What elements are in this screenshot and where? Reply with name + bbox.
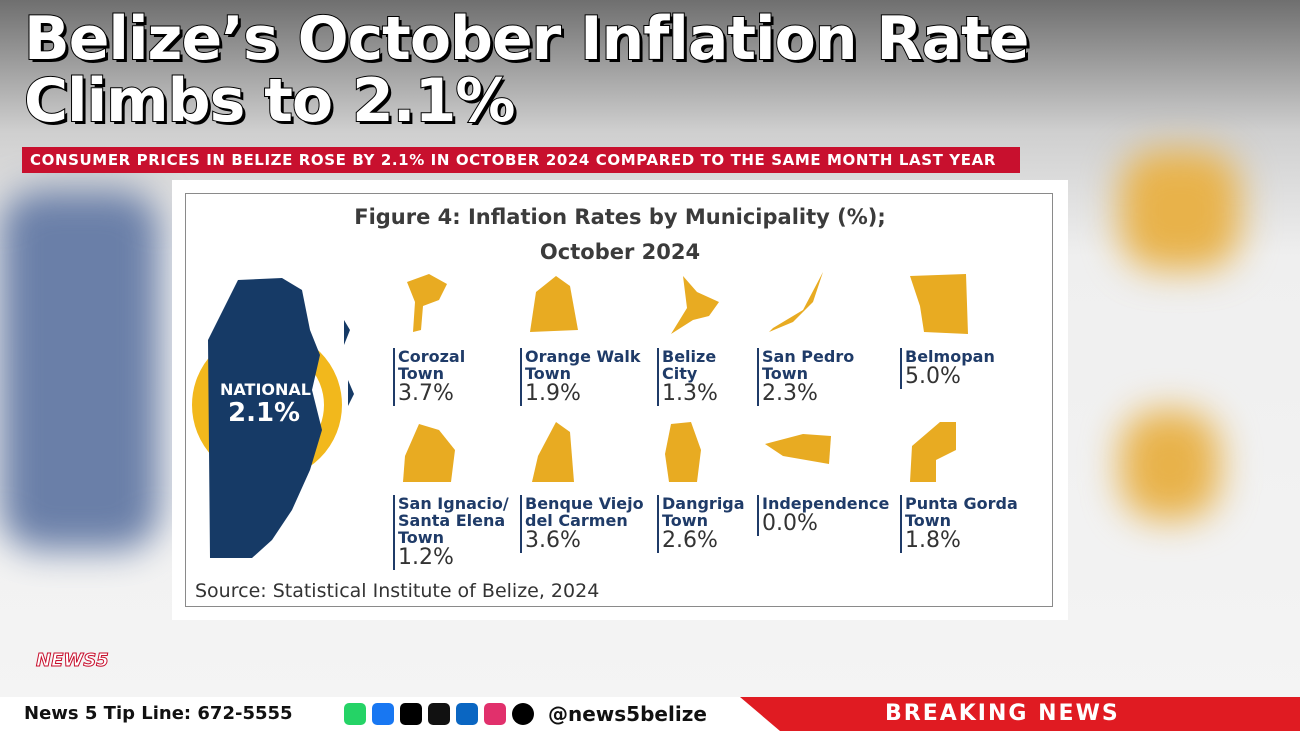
municipality-name: Town (398, 528, 444, 547)
municipality-name: Town (398, 364, 444, 383)
municipality-value: 2.6% (662, 528, 718, 553)
tiktok-icon[interactable] (428, 703, 450, 725)
figure-frame (185, 193, 1053, 607)
municipality-shape (665, 422, 701, 482)
municipality-name: Santa Elena (398, 511, 506, 530)
municipality: San Ignacio/Santa Elena Town 1.2% (393, 495, 509, 570)
municipality-name: Town (762, 364, 808, 383)
blurred-bg (1120, 410, 1220, 520)
cayes (344, 320, 354, 406)
breaking-banner (740, 697, 1300, 731)
figure-panel (172, 180, 1068, 620)
municipality: Benque Viejo del Carmen 3.6% (520, 495, 644, 553)
municipality-value: 1.9% (525, 381, 581, 406)
x-icon[interactable] (400, 703, 422, 725)
municipality-shape (532, 422, 574, 482)
belize-map (208, 278, 322, 558)
municipality-name: Independence (762, 494, 890, 513)
municipality-name: Orange Walk (525, 347, 641, 366)
figure-title: Figure 4: Inflation Rates by Municipalit… (354, 205, 886, 229)
municipality-value: 1.2% (398, 545, 454, 570)
figure-graphics (192, 272, 968, 558)
municipality-value: 1.8% (905, 528, 961, 553)
instagram-icon[interactable] (484, 703, 506, 725)
municipality-shape (403, 424, 455, 482)
municipality-name: Town (905, 511, 951, 530)
municipality: Punta Gorda Town 1.8% (900, 495, 1018, 553)
municipality-shape (671, 276, 719, 334)
municipality-name: San Ignacio/ (398, 494, 509, 513)
municipality: Corozal Town 3.7% (393, 348, 465, 406)
municipality-name: Town (662, 511, 708, 530)
banner-shape (740, 697, 1300, 731)
municipality: Belize City 1.3% (657, 348, 718, 406)
social-handle: @news5belize (548, 702, 707, 726)
municipality-name: del Carmen (525, 511, 628, 530)
municipality: Orange Walk Town 1.9% (520, 348, 641, 406)
municipality-name: Belmopan (905, 347, 995, 366)
municipality-name: Town (525, 364, 571, 383)
municipality-value: 3.7% (398, 381, 454, 406)
breaking-label: BREAKING NEWS (885, 701, 1120, 726)
subtitle-bar: CONSUMER PRICES IN BELIZE ROSE BY 2.1% I… (22, 147, 1020, 173)
municipality: Belmopan 5.0% (900, 348, 995, 389)
municipality-shape (769, 272, 823, 332)
national-label: NATIONAL (220, 380, 311, 399)
municipality-name: Benque Viejo (525, 494, 644, 513)
headline-line: Belize’s October Inflation Rate (23, 4, 1030, 74)
linkedin-icon[interactable] (456, 703, 478, 725)
municipality-value: 0.0% (762, 511, 818, 536)
municipality: Independence 0.0% (757, 495, 889, 536)
municipality-name: San Pedro (762, 347, 855, 366)
figure-title: October 2024 (539, 240, 701, 264)
municipality-shape (530, 276, 578, 332)
municipality-name: Punta Gorda (905, 494, 1018, 513)
tip-line: News 5 Tip Line: 672-5555 (24, 703, 293, 724)
municipality-shape (910, 422, 956, 482)
municipality-value: 1.3% (662, 381, 718, 406)
threads-icon[interactable] (512, 703, 534, 725)
municipality-name: City (662, 364, 698, 383)
headline-line: Climbs to 2.1% (23, 66, 516, 136)
source: Source: Statistical Institute of Belize,… (195, 580, 600, 602)
municipality-name: Belize (662, 347, 717, 366)
headline: Belize’s October Inflation Rate Climbs t… (23, 4, 1030, 136)
municipality: San Pedro Town 2.3% (757, 348, 854, 406)
municipality-name: Corozal (398, 347, 466, 366)
whatsapp-icon[interactable] (344, 703, 366, 725)
municipality-shape (765, 434, 831, 464)
facebook-icon[interactable] (372, 703, 394, 725)
municipality-shape (910, 274, 968, 334)
municipality-value: 5.0% (905, 364, 961, 389)
municipality-value: 2.3% (762, 381, 818, 406)
municipality-name: Dangriga (662, 494, 745, 513)
logo: NEWS5 (36, 650, 110, 672)
municipality-shape (407, 274, 447, 332)
national-value: 2.1% (228, 398, 301, 428)
blurred-bg (0, 190, 160, 550)
blurred-bg (1120, 150, 1240, 270)
municipality-value: 3.6% (525, 528, 581, 553)
municipality: Dangriga Town 2.6% (657, 495, 745, 553)
